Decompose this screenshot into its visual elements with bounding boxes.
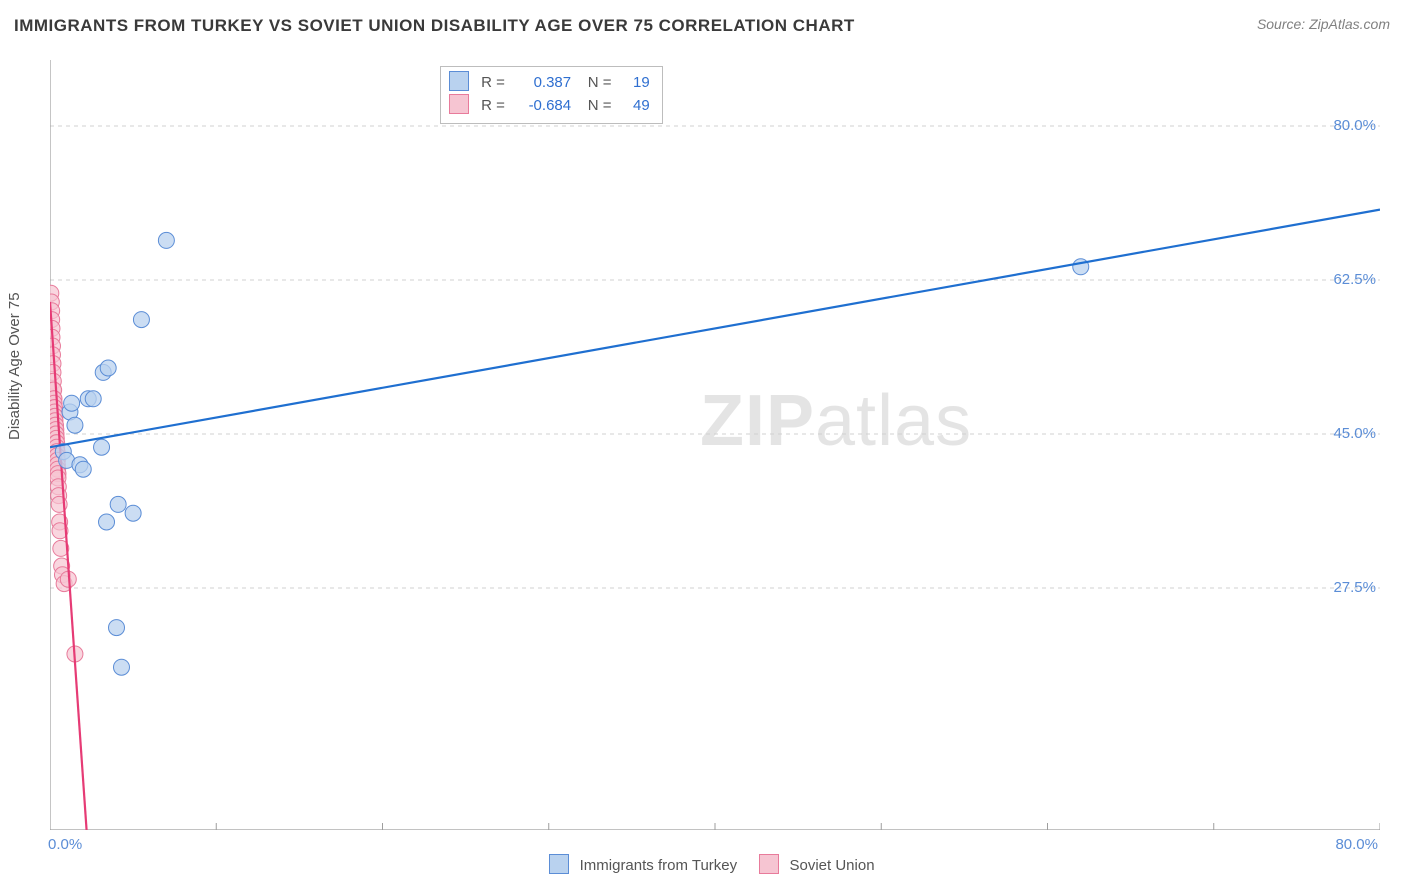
legend-n-value: 49 — [616, 95, 650, 117]
source-label: Source: ZipAtlas.com — [1257, 16, 1390, 32]
legend-swatch — [449, 94, 469, 114]
legend-row-series-1: R = 0.387 N = 19 — [449, 71, 650, 94]
chart-title: IMMIGRANTS FROM TURKEY VS SOVIET UNION D… — [14, 16, 855, 36]
legend-swatch — [759, 854, 779, 874]
legend-r-label: R = — [481, 97, 505, 114]
y-tick-label: 80.0% — [1333, 117, 1376, 134]
legend-r-label: R = — [481, 74, 505, 91]
scatter-chart — [50, 60, 1380, 830]
x-tick-label: 80.0% — [1335, 836, 1378, 853]
legend-n-value: 19 — [616, 72, 650, 94]
y-tick-label: 62.5% — [1333, 271, 1376, 288]
legend-r-value: 0.387 — [509, 72, 571, 94]
legend-swatch — [449, 71, 469, 91]
series-legend: Immigrants from Turkey Soviet Union — [0, 854, 1406, 878]
legend-swatch — [549, 854, 569, 874]
y-tick-label: 45.0% — [1333, 425, 1376, 442]
legend-label: Immigrants from Turkey — [580, 857, 738, 874]
x-tick-label: 0.0% — [48, 836, 82, 853]
legend-label: Soviet Union — [789, 857, 874, 874]
y-tick-label: 27.5% — [1333, 579, 1376, 596]
legend-r-value: -0.684 — [509, 95, 571, 117]
y-axis-label: Disability Age Over 75 — [6, 292, 23, 440]
legend-row-series-2: R = -0.684 N = 49 — [449, 94, 650, 117]
legend-n-label: N = — [588, 74, 612, 91]
correlation-legend: R = 0.387 N = 19 R = -0.684 N = 49 — [440, 66, 663, 124]
legend-n-label: N = — [588, 97, 612, 114]
